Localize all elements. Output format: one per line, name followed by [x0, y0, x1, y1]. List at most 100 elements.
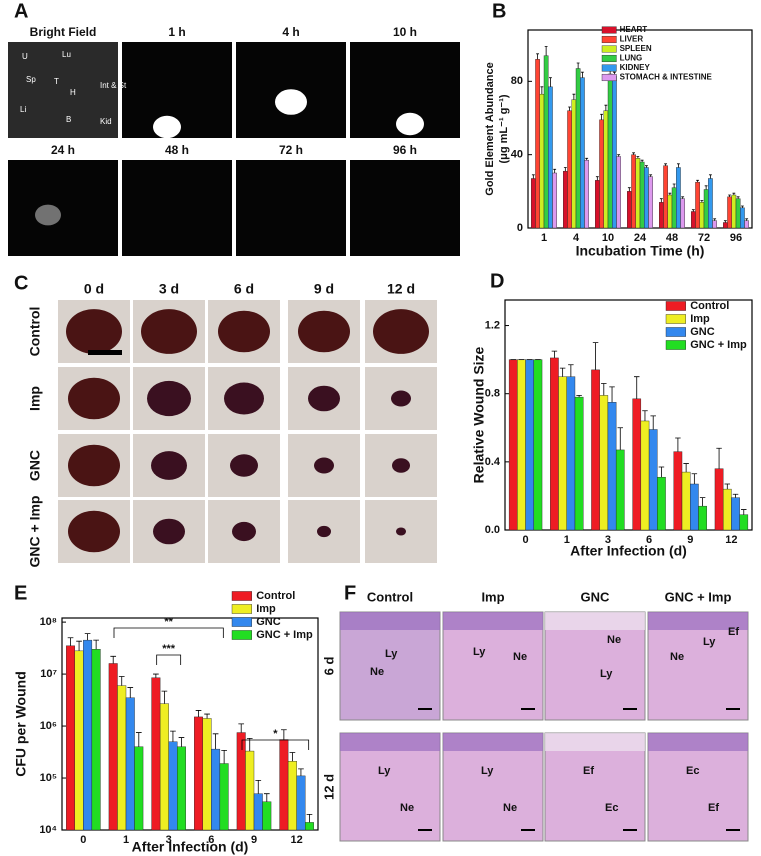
legend-swatch: [601, 73, 617, 82]
significance-bracket: [156, 654, 182, 665]
bar: [731, 497, 740, 531]
legend-swatch: [231, 630, 252, 640]
bar: [245, 750, 255, 831]
bar: [731, 194, 737, 229]
wound: [224, 382, 264, 415]
bar: [640, 420, 650, 531]
image-title: 96 h: [393, 143, 417, 157]
error-bar: [745, 218, 749, 221]
cell-label: Ne: [670, 651, 684, 663]
wound: [373, 309, 429, 354]
panel-label: D: [490, 270, 504, 292]
bar: [584, 159, 589, 229]
error-bar: [601, 383, 607, 396]
wound: [153, 518, 185, 545]
bar: [657, 476, 666, 531]
legend-label: STOMACH & INTESTINE: [620, 73, 713, 82]
fluorescence-image: [8, 160, 118, 256]
wound: [314, 457, 334, 474]
bar: [296, 775, 306, 831]
organ-label: Sp: [26, 75, 36, 84]
bar: [194, 716, 203, 831]
bar: [632, 398, 642, 531]
panel-label: A: [14, 0, 28, 22]
bar: [535, 59, 540, 229]
bar: [722, 488, 732, 531]
error-bar: [704, 185, 708, 190]
error-bar: [617, 427, 624, 450]
column-label: Control: [367, 589, 413, 604]
bar: [176, 746, 186, 831]
error-bar: [153, 673, 159, 678]
bar: [108, 663, 118, 831]
error-bar: [732, 192, 736, 195]
bar: [117, 685, 127, 831]
bar: [671, 187, 677, 229]
legend-swatch: [601, 35, 617, 44]
column-label: Imp: [481, 589, 504, 604]
error-bar: [195, 710, 202, 717]
x-tick-label: 1: [123, 834, 129, 846]
organ-label: Int & St: [100, 81, 127, 90]
x-tick-label: 12: [725, 534, 737, 546]
fluorescence-signal: [396, 112, 424, 136]
wound: [68, 510, 120, 553]
error-bar: [649, 174, 653, 177]
error-bar: [672, 183, 676, 188]
plot-frame: [504, 299, 753, 531]
error-bar: [724, 483, 731, 490]
tissue-band: [443, 733, 543, 751]
bar: [236, 732, 246, 831]
bar: [663, 165, 668, 229]
legend-swatch: [601, 64, 617, 72]
plot-frame: [61, 617, 319, 831]
bar: [531, 178, 536, 229]
error-bar: [161, 690, 168, 704]
error-bar: [238, 723, 245, 733]
significance-bracket: [113, 627, 224, 638]
y-tick-label: 40: [511, 149, 523, 161]
image-title: 1 h: [168, 25, 185, 39]
error-bar: [255, 780, 262, 794]
error-bar: [708, 174, 712, 179]
bar: [279, 739, 289, 831]
tissue-band: [648, 733, 748, 751]
fluorescence-image: [236, 160, 346, 256]
error-bar: [110, 655, 117, 664]
bar: [575, 68, 581, 229]
bar: [550, 357, 559, 531]
legend-label: Control: [256, 590, 295, 602]
x-tick-label: 0: [80, 834, 86, 846]
wound: [68, 444, 120, 487]
panel-label: E: [14, 582, 27, 604]
scale-bar: [521, 708, 535, 710]
cell-label: Ly: [378, 765, 391, 777]
image-title: 48 h: [165, 143, 189, 157]
y-axis-unit: (μg mL⁻¹ g⁻¹): [498, 94, 510, 163]
wound: [66, 309, 122, 354]
fluorescence-signal: [275, 89, 307, 115]
bar: [168, 741, 178, 831]
wound: [230, 454, 258, 477]
error-bar: [600, 113, 604, 120]
error-bar: [289, 752, 296, 762]
cell-label: Ef: [583, 765, 594, 777]
legend-label: Imp: [690, 313, 710, 325]
error-bar: [644, 165, 648, 168]
y-axis-label: Gold Element Abundance: [484, 62, 496, 195]
wound: [396, 527, 406, 536]
error-bar: [178, 737, 185, 747]
x-axis-label: After Infection (d): [570, 543, 687, 559]
error-bar: [650, 415, 656, 430]
x-tick-label: 1: [564, 534, 570, 546]
bar: [539, 93, 545, 229]
error-bar: [118, 676, 125, 686]
bar: [727, 196, 732, 229]
error-bar: [691, 473, 698, 484]
y-tick-label: 10⁶: [40, 720, 57, 732]
bar: [648, 429, 658, 531]
y-tick-label: 0.8: [485, 388, 500, 400]
legend-label: Imp: [256, 603, 276, 615]
error-bar: [675, 437, 681, 452]
y-tick-label: 1.2: [485, 319, 500, 331]
